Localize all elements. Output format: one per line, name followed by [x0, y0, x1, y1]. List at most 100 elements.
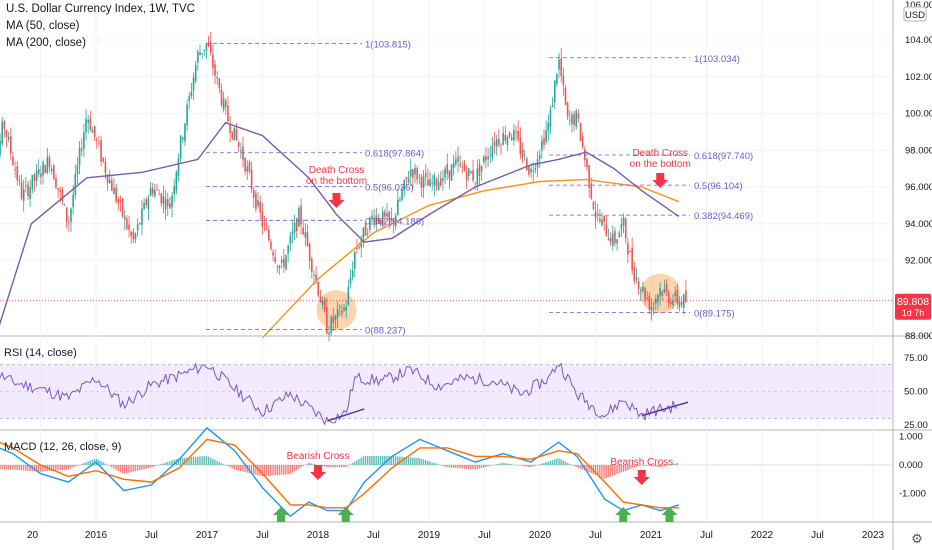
candle-body[interactable] — [59, 190, 62, 192]
candle-body[interactable] — [128, 224, 130, 230]
candle-body[interactable] — [431, 183, 433, 184]
candle-body[interactable] — [564, 87, 567, 105]
candle-body[interactable] — [268, 229, 270, 241]
candle-body[interactable] — [489, 154, 492, 156]
candle-body[interactable] — [33, 174, 36, 181]
candle-body[interactable] — [584, 149, 586, 160]
candle-body[interactable] — [222, 98, 225, 110]
candle-body[interactable] — [5, 130, 8, 138]
candle-body[interactable] — [257, 200, 259, 207]
candle-body[interactable] — [366, 233, 369, 234]
candle-body[interactable] — [667, 292, 670, 303]
candle-body[interactable] — [20, 182, 23, 199]
candle-body[interactable] — [179, 135, 182, 159]
candle-body[interactable] — [599, 218, 601, 222]
candle-body[interactable] — [98, 142, 100, 144]
candle-body[interactable] — [401, 191, 403, 200]
candle-body[interactable] — [25, 185, 27, 186]
candle-body[interactable] — [250, 170, 253, 190]
candle-body[interactable] — [1, 121, 3, 144]
candle-body[interactable] — [622, 217, 625, 226]
candle-body[interactable] — [29, 187, 31, 199]
candle-body[interactable] — [323, 299, 326, 312]
candle-body[interactable] — [123, 216, 126, 220]
candle-body[interactable] — [162, 196, 165, 204]
candle-body[interactable] — [373, 217, 375, 223]
candle-body[interactable] — [227, 105, 229, 122]
candle-body[interactable] — [158, 194, 160, 196]
candle-body[interactable] — [377, 217, 380, 222]
candle-body[interactable] — [588, 165, 590, 189]
candle-body[interactable] — [476, 168, 479, 185]
chart-title[interactable]: U.S. Dollar Currency Index, 1W, TVC — [6, 3, 195, 15]
candle-body[interactable] — [682, 294, 685, 309]
candle-body[interactable] — [311, 258, 313, 272]
candle-body[interactable] — [231, 131, 234, 139]
candle-body[interactable] — [87, 119, 89, 123]
candle-body[interactable] — [132, 231, 135, 240]
candle-body[interactable] — [63, 204, 66, 206]
candle-body[interactable] — [244, 158, 246, 172]
candle-body[interactable] — [78, 148, 81, 166]
candle-body[interactable] — [390, 217, 393, 220]
candle-body[interactable] — [205, 43, 208, 51]
candle-body[interactable] — [72, 194, 74, 208]
candle-body[interactable] — [201, 53, 203, 54]
candle-body[interactable] — [680, 301, 683, 305]
candle-body[interactable] — [371, 215, 373, 220]
candle-body[interactable] — [108, 179, 111, 183]
candle-body[interactable] — [474, 182, 476, 184]
candle-body[interactable] — [14, 168, 16, 171]
candle-body[interactable] — [134, 233, 137, 239]
candle-body[interactable] — [326, 306, 328, 334]
candle-body[interactable] — [304, 232, 307, 238]
candle-body[interactable] — [483, 156, 485, 162]
candle-body[interactable] — [609, 237, 612, 243]
ma50-line[interactable] — [0, 121, 680, 371]
candle-body[interactable] — [556, 74, 558, 85]
candle-body[interactable] — [100, 140, 102, 162]
candle-body[interactable] — [495, 138, 498, 147]
candle-body[interactable] — [504, 135, 507, 141]
rsi-line[interactable] — [0, 362, 678, 426]
candle-body[interactable] — [149, 187, 152, 196]
candle-body[interactable] — [338, 306, 341, 308]
candle-body[interactable] — [674, 292, 676, 296]
candle-body[interactable] — [424, 173, 427, 178]
candle-body[interactable] — [306, 232, 309, 246]
candle-body[interactable] — [96, 139, 98, 141]
candle-body[interactable] — [633, 266, 636, 282]
candle-body[interactable] — [315, 274, 317, 281]
candle-body[interactable] — [225, 100, 227, 107]
candle-body[interactable] — [175, 171, 178, 191]
candle-body[interactable] — [672, 300, 674, 306]
candle-body[interactable] — [199, 52, 201, 56]
candle-body[interactable] — [457, 156, 459, 162]
candle-body[interactable] — [283, 258, 285, 268]
candle-body[interactable] — [177, 158, 180, 176]
candle-body[interactable] — [650, 307, 653, 310]
candle-body[interactable] — [375, 215, 378, 225]
candle-body[interactable] — [70, 208, 72, 222]
candle-body[interactable] — [270, 241, 272, 249]
candle-body[interactable] — [394, 215, 397, 227]
candle-body[interactable] — [560, 58, 562, 76]
candle-body[interactable] — [472, 170, 474, 181]
candle-body[interactable] — [237, 142, 240, 147]
candle-body[interactable] — [48, 157, 51, 168]
candle-body[interactable] — [218, 78, 221, 89]
candle-body[interactable] — [278, 265, 281, 268]
candle-body[interactable] — [321, 300, 324, 305]
candle-body[interactable] — [328, 332, 330, 335]
candle-body[interactable] — [145, 199, 148, 206]
candle-body[interactable] — [547, 122, 550, 131]
candle-body[interactable] — [594, 211, 597, 219]
rsi-pane-title[interactable]: RSI (14, close) — [4, 347, 77, 359]
fib-levels[interactable]: 1(103.815) 0.618(97.864) 0.5(96.026) 0.382(… — [206, 39, 753, 337]
candle-body[interactable] — [319, 296, 322, 303]
candle-body[interactable] — [173, 186, 175, 195]
candle-body[interactable] — [61, 189, 64, 202]
candle-body[interactable] — [85, 118, 87, 133]
candle-body[interactable] — [631, 247, 633, 271]
candle-body[interactable] — [194, 65, 197, 82]
